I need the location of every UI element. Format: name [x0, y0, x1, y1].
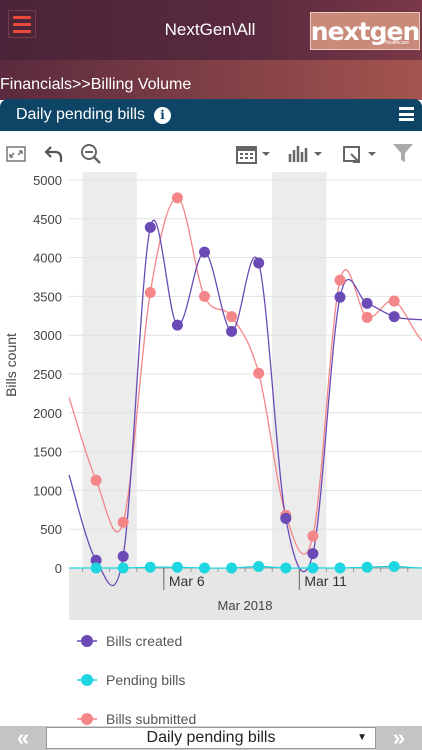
prev-chart-button[interactable]: «	[0, 726, 46, 750]
data-point[interactable]	[199, 562, 210, 574]
y-tick-label: 5000	[33, 173, 62, 188]
data-point[interactable]	[280, 512, 292, 524]
app-title: NextGen\All	[164, 20, 256, 39]
data-point[interactable]	[90, 474, 102, 486]
legend-label: Bills submitted	[106, 711, 197, 727]
y-tick-label: 4000	[33, 251, 62, 266]
y-tick-label: 0	[55, 561, 62, 576]
bar-chart-icon[interactable]	[288, 144, 324, 164]
export-icon[interactable]	[342, 144, 378, 164]
y-tick-label: 4500	[33, 212, 62, 227]
undo-icon[interactable]	[44, 144, 64, 164]
data-point[interactable]	[199, 246, 210, 258]
data-point[interactable]	[361, 297, 373, 309]
bottom-nav-bar: « Daily pending bills ▼ »	[0, 726, 422, 750]
info-icon[interactable]: i	[154, 107, 171, 124]
chart-toolbar	[0, 140, 422, 170]
data-point[interactable]	[280, 562, 292, 574]
y-tick-label: 1500	[33, 445, 62, 460]
data-point[interactable]	[307, 562, 319, 574]
panel-title: Daily pending bills	[16, 106, 145, 123]
y-tick-label: 500	[40, 522, 62, 537]
data-point[interactable]	[334, 274, 346, 286]
x-tick-label: Mar 6	[169, 573, 205, 589]
data-point[interactable]	[388, 311, 400, 323]
x-axis-label: Mar 2018	[218, 598, 273, 613]
logo-text: nextgen	[310, 16, 420, 46]
data-point[interactable]	[226, 311, 238, 323]
calendar-icon[interactable]	[236, 144, 272, 164]
data-point[interactable]	[253, 367, 265, 379]
breadcrumb: Financials>>Billing Volume	[0, 76, 192, 93]
legend-item-bills-submitted[interactable]: Bills submitted	[76, 709, 196, 729]
data-point[interactable]	[90, 554, 102, 566]
data-point[interactable]	[171, 319, 183, 331]
chart-select[interactable]: Daily pending bills ▼	[46, 727, 376, 749]
breadcrumb-bar: Financials>>Billing Volume	[0, 60, 422, 100]
y-axis-label: Bills count	[3, 333, 19, 397]
top-bar: NextGen\All nextgen Healthcare	[0, 0, 422, 60]
data-point[interactable]	[144, 287, 156, 299]
data-point[interactable]	[253, 560, 265, 572]
data-point[interactable]	[307, 548, 319, 560]
data-point[interactable]	[171, 192, 183, 204]
weekend-band	[272, 172, 327, 568]
data-point[interactable]	[90, 562, 102, 574]
data-point[interactable]	[199, 290, 210, 302]
next-chart-button[interactable]: »	[376, 726, 422, 750]
weekend-band	[82, 172, 137, 568]
data-point[interactable]	[334, 562, 346, 574]
data-point[interactable]	[226, 562, 238, 574]
x-tick-label: Mar 11	[304, 573, 347, 589]
chart-select-value: Daily pending bills	[146, 729, 276, 746]
data-point[interactable]	[171, 561, 183, 573]
y-tick-label: 2500	[33, 367, 62, 382]
legend-item-bills-created[interactable]: Bills created	[76, 631, 182, 651]
x-axis-band	[69, 568, 422, 620]
expand-icon[interactable]	[6, 146, 26, 162]
data-point[interactable]	[334, 291, 346, 303]
data-point[interactable]	[144, 561, 156, 573]
legend-label: Pending bills	[106, 672, 186, 688]
data-point[interactable]	[388, 295, 400, 307]
y-tick-label: 3500	[33, 289, 62, 304]
legend-item-pending-bills[interactable]: Pending bills	[76, 670, 185, 690]
data-point[interactable]	[361, 311, 373, 323]
panel-menu-icon[interactable]	[399, 107, 414, 121]
legend-marker-submitted	[77, 713, 97, 725]
hamburger-menu-icon[interactable]	[8, 10, 36, 38]
data-point[interactable]	[117, 516, 129, 528]
data-point[interactable]	[253, 257, 265, 269]
panel-header: Daily pending bills i	[0, 99, 422, 131]
data-point[interactable]	[117, 562, 129, 574]
zoom-out-icon[interactable]	[80, 143, 102, 165]
y-tick-label: 3000	[33, 328, 62, 343]
data-point[interactable]	[226, 325, 238, 337]
data-point[interactable]	[144, 221, 156, 233]
nextgen-logo: nextgen Healthcare	[310, 12, 420, 50]
legend-marker-pending	[77, 674, 97, 686]
legend-label: Bills created	[106, 633, 183, 649]
y-tick-label: 2000	[33, 406, 62, 421]
y-tick-label: 1000	[33, 483, 62, 498]
logo-subtext: Healthcare	[384, 40, 409, 46]
chevron-down-icon: ▼	[357, 732, 367, 743]
line-chart: 0 500 1000 1500 2000 2500 3000 3500 4000 4500 5000…	[3, 172, 422, 620]
legend-marker-created	[77, 635, 97, 647]
data-point[interactable]	[388, 560, 400, 572]
filter-icon[interactable]	[392, 142, 414, 164]
data-point[interactable]	[117, 550, 129, 562]
data-point[interactable]	[361, 561, 373, 573]
data-point[interactable]	[307, 530, 319, 542]
